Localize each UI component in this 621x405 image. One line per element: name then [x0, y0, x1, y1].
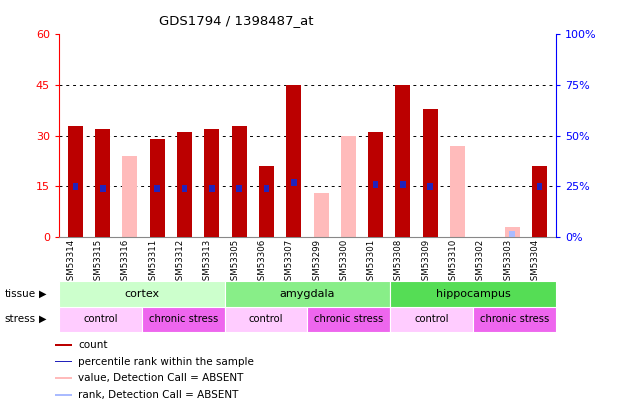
Text: percentile rank within the sample: percentile rank within the sample: [78, 356, 254, 367]
Bar: [122, 156, 137, 237]
Text: count: count: [78, 340, 107, 350]
Bar: [225, 281, 390, 307]
Bar: [307, 307, 390, 332]
Bar: [225, 307, 307, 332]
Text: GSM53306: GSM53306: [258, 239, 266, 286]
Bar: [209, 185, 215, 192]
Bar: [55, 394, 72, 396]
Text: control: control: [249, 314, 283, 324]
Bar: [423, 109, 438, 237]
Bar: [55, 360, 72, 362]
Bar: [55, 377, 72, 379]
Text: GSM53309: GSM53309: [421, 239, 430, 286]
Text: GSM53299: GSM53299: [312, 239, 321, 286]
Bar: [177, 132, 192, 237]
Bar: [368, 132, 383, 237]
Bar: [155, 185, 160, 192]
Bar: [400, 181, 406, 188]
Text: chronic stress: chronic stress: [480, 314, 549, 324]
Text: value, Detection Call = ABSENT: value, Detection Call = ABSENT: [78, 373, 243, 383]
Text: GSM53310: GSM53310: [448, 239, 458, 286]
Bar: [537, 183, 542, 190]
Bar: [95, 129, 110, 237]
Text: ▶: ▶: [39, 289, 47, 299]
Bar: [263, 185, 270, 192]
Text: amygdala: amygdala: [279, 289, 335, 299]
Bar: [232, 126, 247, 237]
Text: GDS1794 / 1398487_at: GDS1794 / 1398487_at: [159, 14, 313, 27]
Text: cortex: cortex: [124, 289, 160, 299]
Text: chronic stress: chronic stress: [148, 314, 218, 324]
Text: GSM53302: GSM53302: [476, 239, 485, 286]
Bar: [182, 185, 188, 192]
Bar: [100, 185, 106, 192]
Text: GSM53300: GSM53300: [339, 239, 348, 286]
Text: GSM53304: GSM53304: [530, 239, 540, 286]
Text: GSM53313: GSM53313: [203, 239, 212, 286]
Bar: [473, 307, 556, 332]
Bar: [509, 231, 515, 237]
Bar: [373, 181, 378, 188]
Bar: [314, 193, 329, 237]
Bar: [341, 136, 356, 237]
Text: GSM53303: GSM53303: [503, 239, 512, 286]
Bar: [259, 166, 274, 237]
Bar: [427, 183, 433, 190]
Bar: [396, 85, 410, 237]
Bar: [286, 85, 301, 237]
Bar: [68, 126, 83, 237]
Bar: [59, 281, 225, 307]
Text: ▶: ▶: [39, 314, 47, 324]
Bar: [450, 146, 465, 237]
Bar: [142, 307, 225, 332]
Text: chronic stress: chronic stress: [314, 314, 383, 324]
Bar: [291, 179, 297, 186]
Text: rank, Detection Call = ABSENT: rank, Detection Call = ABSENT: [78, 390, 238, 400]
Text: hippocampus: hippocampus: [435, 289, 510, 299]
Bar: [237, 185, 242, 192]
Text: control: control: [414, 314, 449, 324]
Text: control: control: [83, 314, 117, 324]
Bar: [55, 344, 72, 346]
Text: GSM53305: GSM53305: [230, 239, 239, 286]
Bar: [390, 307, 473, 332]
Text: GSM53314: GSM53314: [66, 239, 75, 286]
Bar: [150, 139, 165, 237]
Text: GSM53311: GSM53311: [148, 239, 157, 286]
Text: stress: stress: [4, 314, 35, 324]
Bar: [59, 307, 142, 332]
Bar: [505, 227, 520, 237]
Bar: [73, 183, 78, 190]
Bar: [204, 129, 219, 237]
Text: GSM53308: GSM53308: [394, 239, 403, 286]
Bar: [390, 281, 556, 307]
Text: GSM53312: GSM53312: [176, 239, 184, 286]
Text: GSM53315: GSM53315: [94, 239, 102, 286]
Text: GSM53307: GSM53307: [285, 239, 294, 286]
Text: tissue: tissue: [4, 289, 35, 299]
Text: GSM53301: GSM53301: [366, 239, 376, 286]
Text: GSM53316: GSM53316: [121, 239, 130, 286]
Bar: [532, 166, 547, 237]
